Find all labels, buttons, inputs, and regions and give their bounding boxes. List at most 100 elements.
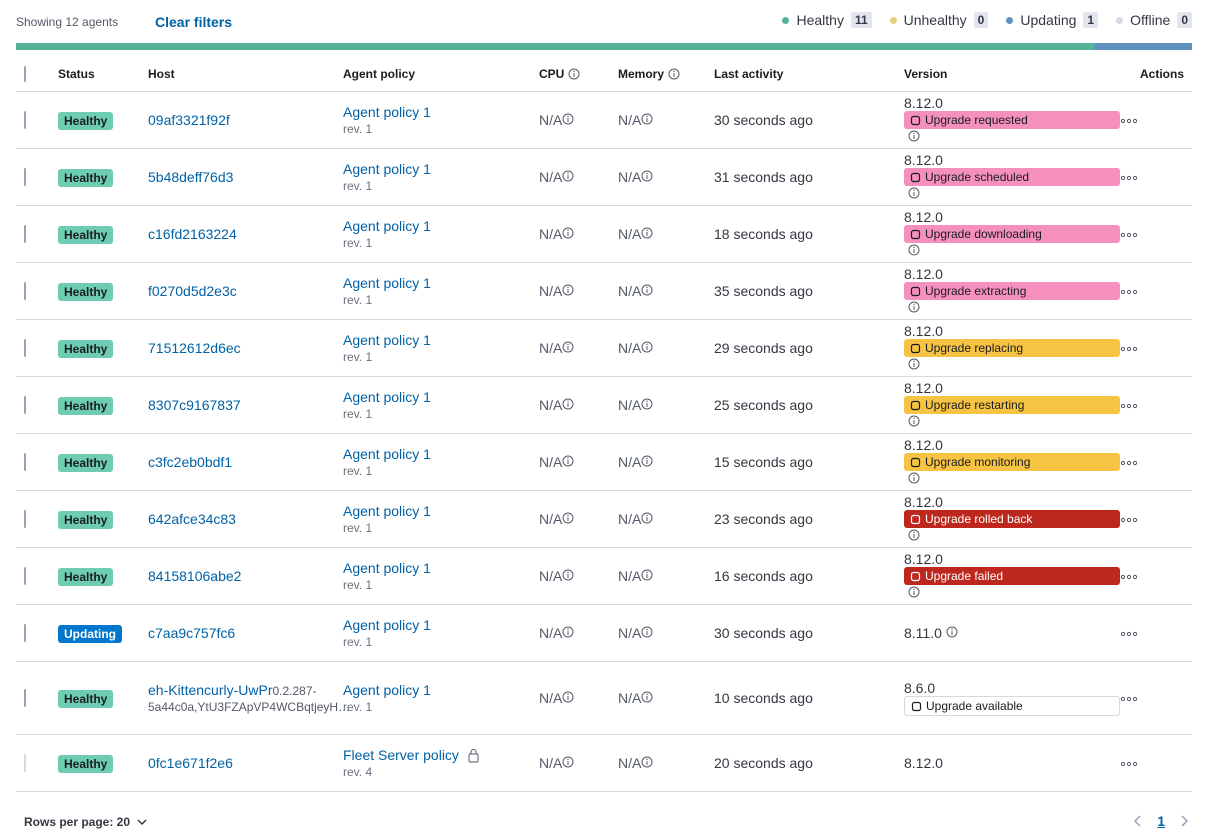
table-row: Healthy c3fc2eb0bdf1 Agent policy 1 rev. 1 N… [16, 434, 1192, 491]
row-actions[interactable] [1120, 402, 1138, 410]
policy-link[interactable]: Fleet Server policy [343, 747, 459, 763]
info-icon-glyph [562, 341, 574, 353]
policy-link[interactable]: Agent policy 1 [343, 617, 431, 633]
last-activity: 30 seconds ago [714, 625, 813, 641]
row-checkbox[interactable] [24, 111, 26, 129]
policy-link[interactable]: Agent policy 1 [343, 446, 431, 462]
status-bar [16, 43, 1192, 50]
host-link[interactable]: 5b48deff76d3 [148, 169, 234, 185]
upgrade-icon-glyph [910, 286, 921, 296]
last-activity: 25 seconds ago [714, 397, 813, 413]
row-checkbox[interactable] [24, 396, 26, 414]
cpu-value: N/A [539, 340, 563, 356]
host-link[interactable]: 642afce34c83 [148, 511, 236, 527]
info-icon [562, 512, 574, 524]
policy-line: Agent policy 1 [343, 161, 539, 177]
policy-link[interactable]: Agent policy 1 [343, 503, 431, 519]
row-checkbox[interactable] [24, 339, 26, 357]
policy-link[interactable]: Agent policy 1 [343, 161, 431, 177]
policy-link[interactable]: Agent policy 1 [343, 104, 431, 120]
host-link[interactable]: 09af3321f92f [148, 112, 230, 128]
cell col: 8307c9167837 [148, 397, 343, 413]
row-actions-glyph [1120, 761, 1138, 767]
policy-link[interactable]: Agent policy 1 [343, 389, 431, 405]
upgrade-icon [910, 400, 921, 411]
table-row: Healthy 09af3321f92f Agent policy 1 rev. 1 N… [16, 92, 1192, 149]
rows-per-page[interactable]: Rows per page: 20 [24, 815, 148, 829]
host-link[interactable]: c3fc2eb0bdf1 [148, 454, 233, 470]
version: 8.12.0 [904, 95, 943, 111]
cell: Healthy [58, 568, 148, 586]
row-checkbox[interactable] [24, 453, 26, 471]
last-activity: 23 seconds ago [714, 511, 813, 527]
cell: Healthy [58, 226, 148, 244]
cell: 8.6.0 Upgrade available [904, 680, 1120, 716]
row-actions-glyph [1120, 696, 1138, 702]
row-actions[interactable] [1120, 573, 1138, 581]
row-actions[interactable] [1120, 345, 1138, 353]
select-all-checkbox[interactable] [24, 66, 26, 82]
info-icon-glyph [641, 341, 653, 353]
policy-revision: rev. 1 [343, 236, 373, 250]
row-actions[interactable] [1120, 174, 1138, 182]
host-link[interactable]: c7aa9c757fc6 [148, 625, 236, 641]
page-number[interactable]: 1 [1157, 813, 1165, 829]
row-checkbox[interactable] [24, 567, 26, 585]
column-header: Host [148, 67, 343, 81]
host-link[interactable]: 8307c9167837 [148, 397, 241, 413]
table-row: Healthy eh-Kittencurly-UwPr0.2.287-5a44c0… [16, 662, 1192, 735]
cell: N/A [539, 454, 618, 470]
table-row: Healthy 0fc1e671f2e6 Fleet Server policy re… [16, 735, 1192, 792]
row-actions[interactable] [1120, 760, 1138, 768]
pagination: 1 [1133, 813, 1189, 829]
next-page[interactable] [1179, 814, 1189, 828]
row-checkbox[interactable] [24, 624, 26, 642]
cell [16, 168, 58, 186]
row-checkbox[interactable] [24, 168, 26, 186]
cell: N/A [618, 454, 714, 470]
host-link[interactable]: 84158106abe2 [148, 568, 242, 584]
row-actions[interactable] [1120, 630, 1138, 638]
row-actions[interactable] [1120, 288, 1138, 296]
host-link[interactable]: f0270d5d2e3c [148, 283, 237, 299]
host-link[interactable]: eh-Kittencurly-UwPr [148, 682, 273, 698]
host-link[interactable]: 71512612d6ec [148, 340, 241, 356]
row-checkbox[interactable] [24, 225, 26, 243]
cell col: Agent policy 1 rev. 1 [343, 682, 539, 714]
cell col: Agent policy 1 rev. 1 [343, 560, 539, 592]
row-checkbox[interactable] [24, 689, 26, 707]
status-bar-segment [16, 43, 1094, 50]
row-checkbox[interactable] [24, 282, 26, 300]
row-actions-glyph [1120, 175, 1138, 181]
cell: 35 seconds ago [714, 283, 904, 299]
prev-page[interactable] [1133, 814, 1143, 828]
row-actions[interactable] [1120, 695, 1138, 703]
host-link[interactable]: 0fc1e671f2e6 [148, 755, 233, 771]
version: 8.12.0 [904, 380, 943, 396]
upgrade-badge: Upgrade extracting [904, 282, 1120, 300]
policy-link[interactable]: Agent policy 1 [343, 218, 431, 234]
row-actions[interactable] [1120, 231, 1138, 239]
host-link[interactable]: c16fd2163224 [148, 226, 237, 242]
cell: 8.12.0 Upgrade restarting [904, 380, 1120, 430]
column-header: Last activity [714, 67, 904, 81]
last-activity: 31 seconds ago [714, 169, 813, 185]
row-checkbox[interactable] [24, 510, 26, 528]
row-actions[interactable] [1120, 516, 1138, 524]
policy-link[interactable]: Agent policy 1 [343, 682, 431, 698]
policy-link[interactable]: Agent policy 1 [343, 332, 431, 348]
cell: N/A [618, 169, 714, 185]
cell col: f0270d5d2e3c [148, 283, 343, 299]
info-icon [562, 691, 574, 703]
info-icon [562, 113, 574, 125]
policy-link[interactable]: Agent policy 1 [343, 275, 431, 291]
clear-filters[interactable]: Clear filters [155, 14, 233, 30]
row-actions[interactable] [1120, 459, 1138, 467]
info-icon-glyph [641, 227, 653, 239]
policy-link[interactable]: Agent policy 1 [343, 560, 431, 576]
upgrade-label: Upgrade downloading [925, 227, 1042, 241]
row-actions[interactable] [1120, 117, 1138, 125]
column-header: Status [58, 67, 148, 81]
policy-line: Agent policy 1 [343, 104, 539, 120]
upgrade-icon-glyph [910, 115, 921, 125]
